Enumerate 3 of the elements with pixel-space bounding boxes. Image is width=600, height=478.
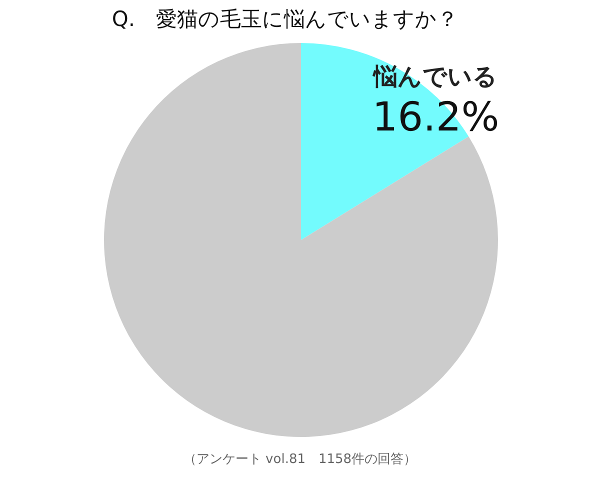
pie-slice bbox=[104, 43, 498, 437]
chart-title: Q. 愛猫の毛玉に悩んでいますか？ bbox=[112, 7, 458, 31]
text: （アンケート vol.81 1158件の回答） bbox=[183, 452, 417, 467]
